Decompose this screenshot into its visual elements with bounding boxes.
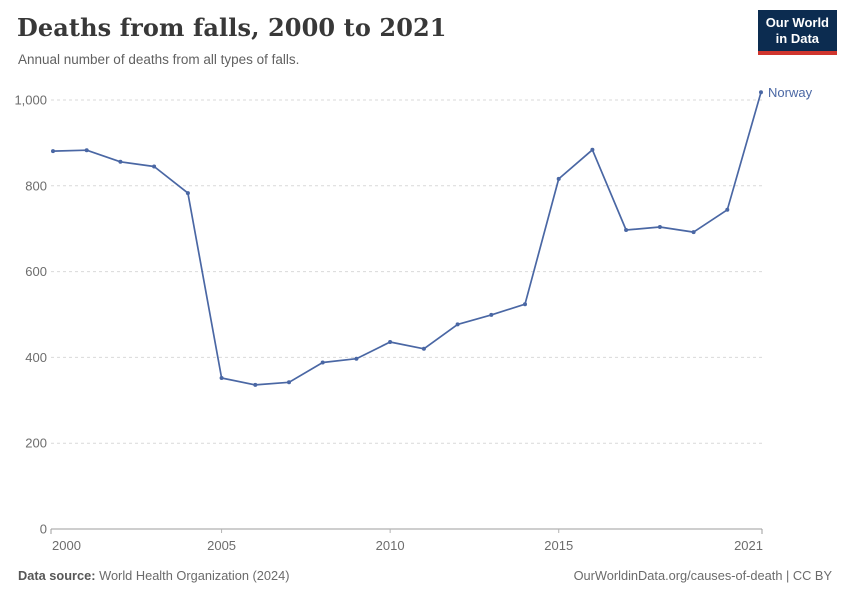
owid-logo[interactable]: Our World in Data: [757, 10, 837, 55]
x-axis-tick-label-2021: 2021: [734, 538, 763, 553]
data-source-value: World Health Organization (2024): [99, 568, 290, 583]
data-point-2000: [51, 149, 55, 154]
data-point-2002: [118, 159, 123, 164]
data-point-2017: [624, 228, 629, 232]
data-point-2010: [388, 340, 393, 344]
y-axis-tick-label-0: 0: [40, 522, 47, 537]
x-axis-tick-label-2000: 2000: [52, 538, 81, 553]
page-title: Deaths from falls, 2000 to 2021: [17, 13, 447, 42]
data-point-2008: [320, 360, 325, 365]
norway-line-series: [52, 91, 762, 386]
data-point-2009: [354, 356, 359, 361]
data-point-2016: [590, 147, 595, 152]
data-point-2015: [556, 176, 561, 181]
owid-logo-line2: in Data: [775, 31, 820, 47]
data-point-2013: [489, 312, 494, 317]
y-axis-tick-label-200: 200: [25, 436, 47, 451]
entity-label-norway[interactable]: Norway: [768, 85, 813, 100]
data-point-2006: [253, 382, 258, 387]
data-source-label: Data source:: [18, 568, 96, 583]
chart-subtitle: Annual number of deaths from all types o…: [18, 52, 300, 67]
x-axis-tick-label-2010: 2010: [376, 538, 405, 553]
x-axis-tick-label-2005: 2005: [207, 538, 236, 553]
y-axis-tick-label-1000: 1,000: [14, 93, 47, 108]
credit-link[interactable]: OurWorldinData.org/causes-of-death | CC …: [573, 568, 832, 583]
data-source: Data source: World Health Organization (…: [18, 568, 290, 583]
data-point-2018: [657, 225, 662, 229]
data-point-2005: [219, 376, 224, 380]
owid-logo-line1: Our World: [765, 15, 829, 30]
data-point-2004: [185, 191, 190, 196]
data-point-2021: [759, 90, 763, 95]
y-axis-tick-label-800: 800: [25, 178, 47, 193]
data-point-2020: [725, 207, 730, 212]
y-axis-tick-label-400: 400: [25, 350, 47, 365]
data-point-2012: [455, 322, 460, 327]
data-point-2001: [84, 148, 89, 153]
data-point-2007: [287, 380, 291, 385]
y-axis-tick-label-600: 600: [25, 264, 47, 279]
data-point-2019: [691, 230, 696, 235]
x-axis-tick-label-2015: 2015: [544, 538, 573, 553]
data-point-2011: [421, 346, 426, 351]
data-point-2014: [523, 302, 527, 307]
data-point-2003: [152, 164, 157, 169]
